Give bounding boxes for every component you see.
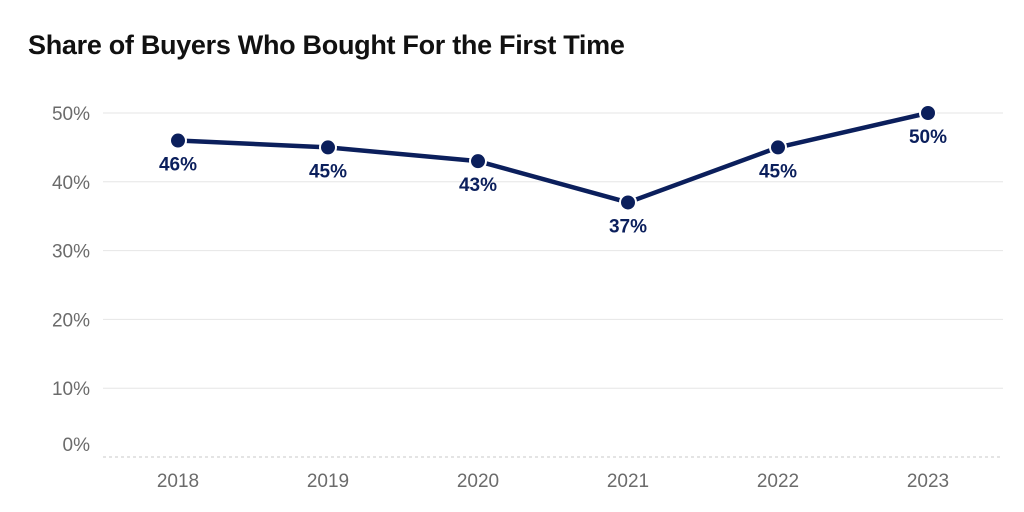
- x-tick-label: 2021: [607, 471, 649, 492]
- data-label: 46%: [159, 155, 197, 176]
- data-point: [769, 138, 787, 157]
- data-point: [319, 138, 337, 157]
- x-tick-label: 2018: [157, 471, 199, 492]
- data-point: [469, 152, 487, 171]
- y-tick-label: 20%: [52, 310, 90, 331]
- data-points: [169, 104, 937, 212]
- gridlines: [103, 112, 1003, 458]
- series-line: [175, 110, 931, 205]
- data-label: 45%: [309, 161, 347, 182]
- y-tick-label: 10%: [52, 379, 90, 400]
- data-label: 45%: [759, 161, 797, 182]
- y-tick-label: 50%: [52, 104, 90, 125]
- x-tick-label: 2019: [307, 471, 349, 492]
- series-layer: [175, 110, 931, 205]
- data-point: [619, 193, 637, 212]
- data-label: 37%: [609, 216, 647, 237]
- y-axis-ticks: 0% 10% 20% 30% 40% 50%: [52, 104, 90, 456]
- y-tick-label: 0%: [63, 435, 91, 456]
- y-tick-label: 30%: [52, 242, 90, 263]
- data-label: 50%: [909, 127, 947, 148]
- chart-title: Share of Buyers Who Bought For the First…: [28, 30, 625, 60]
- data-labels: 46% 45% 43% 37% 45% 50%: [159, 127, 947, 237]
- data-label: 43%: [459, 175, 497, 196]
- x-tick-label: 2022: [757, 471, 799, 492]
- x-tick-label: 2020: [457, 471, 499, 492]
- x-axis-ticks: 2018 2019 2020 2021 2022 2023: [157, 471, 949, 492]
- data-point: [919, 104, 937, 122]
- data-point: [169, 131, 187, 150]
- y-tick-label: 40%: [52, 173, 90, 194]
- x-tick-label: 2023: [907, 471, 949, 492]
